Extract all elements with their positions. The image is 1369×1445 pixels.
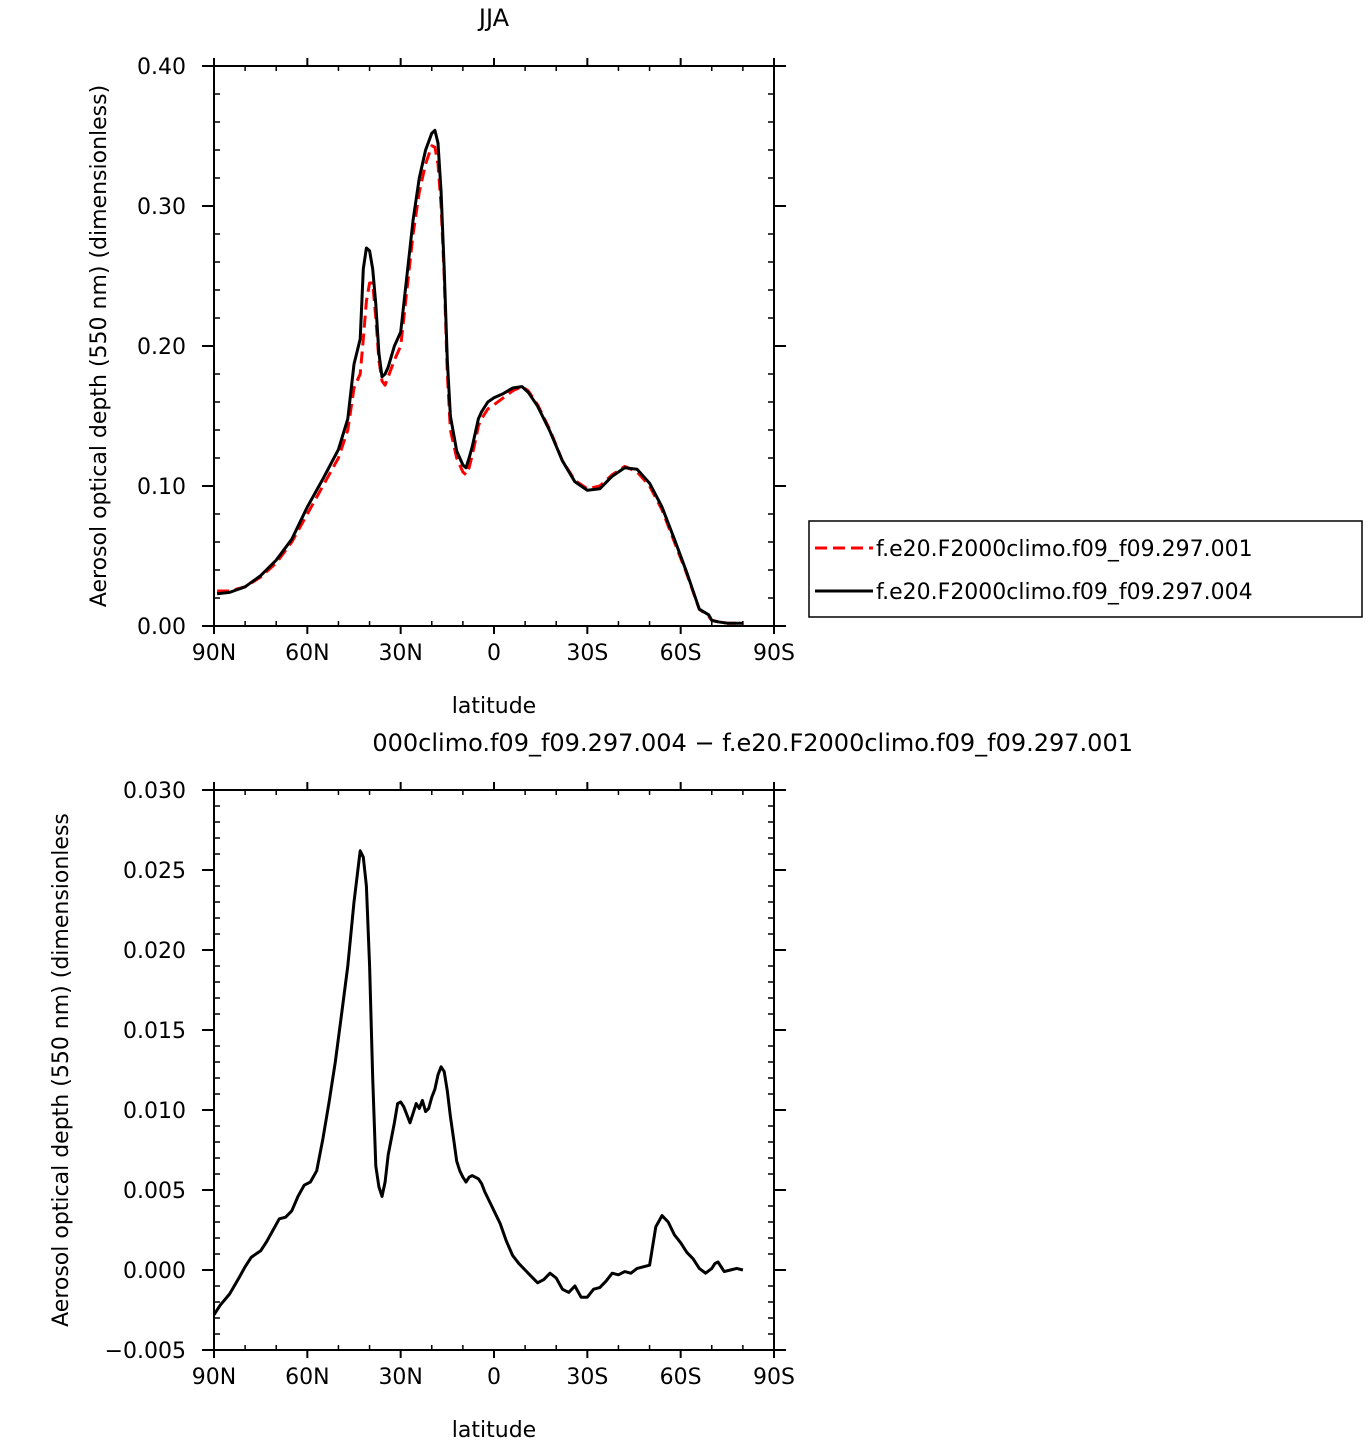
legend-box [808, 520, 1363, 618]
y-tick-label: 0.10 [137, 475, 186, 500]
x-tick-label: 30N [378, 641, 422, 666]
y-tick-label: 0.40 [137, 55, 186, 80]
y-tick-label: 0.30 [137, 195, 186, 220]
x-tick-label: 60S [660, 641, 702, 666]
bottom-chart-title: 000climo.f09_f09.297.004 − f.e20.F2000cl… [372, 729, 1133, 757]
y-tick-label: −0.005 [105, 1339, 186, 1364]
top-plot-frame [213, 65, 775, 627]
x-tick-label: 30N [378, 1365, 422, 1390]
y-tick-label: 0.010 [123, 1099, 186, 1124]
bottom-axis-ticks: 90N 60N 30N 0 30S 60S 90S −0.005 0.000 0.005 0.010… [105, 779, 795, 1390]
y-tick-label: 0.020 [123, 939, 186, 964]
series-line-0-1 [216, 128, 743, 625]
y-tick-label: 0.030 [123, 779, 186, 804]
x-tick-label: 0 [487, 641, 501, 666]
top-axis-ticks: 90N 60N 30N 0 30S 60S 90S 0.00 0.10 0.20 0.30 0.40 [137, 55, 795, 666]
legend: f.e20.F2000climo.f09_f09.297.001 f.e20.F… [808, 520, 1363, 618]
bottom-panel: 000climo.f09_f09.297.004 − f.e20.F2000cl… [49, 729, 1133, 1443]
legend-label-004: f.e20.F2000climo.f09_f09.297.004 [876, 580, 1253, 605]
legend-label-001: f.e20.F2000climo.f09_f09.297.001 [876, 537, 1253, 562]
bottom-y-axis-title: Aerosol optical depth (550 nm) (dimensio… [49, 813, 74, 1327]
x-tick-label: 90N [192, 641, 236, 666]
top-series-lines [216, 128, 743, 625]
x-tick-label: 30S [566, 1365, 608, 1390]
bottom-x-axis-title: latitude [452, 1418, 536, 1443]
x-tick-label: 60N [285, 641, 329, 666]
x-tick-label: 90N [192, 1365, 236, 1390]
top-chart-title: JJA [477, 4, 510, 32]
y-tick-label: 0.025 [123, 859, 186, 884]
series-line-1-0 [212, 849, 744, 1316]
top-panel: JJA Aerosol optical depth (550 nm) (dime… [87, 4, 795, 719]
x-tick-label: 60S [660, 1365, 702, 1390]
top-y-axis-title: Aerosol optical depth (550 nm) (dimensio… [87, 85, 112, 607]
x-tick-label: 60N [285, 1365, 329, 1390]
y-tick-label: 0.005 [123, 1179, 186, 1204]
x-tick-label: 0 [487, 1365, 501, 1390]
bottom-plot-frame [213, 789, 775, 1351]
top-x-axis-title: latitude [452, 694, 536, 719]
y-tick-label: 0.000 [123, 1259, 186, 1284]
x-tick-label: 30S [566, 641, 608, 666]
series-line-0-0 [217, 144, 743, 625]
x-tick-label: 90S [753, 641, 795, 666]
x-tick-label: 90S [753, 1365, 795, 1390]
y-tick-label: 0.015 [123, 1019, 186, 1044]
bottom-series-lines [212, 849, 744, 1316]
y-tick-label: 0.20 [137, 335, 186, 360]
y-tick-label: 0.00 [137, 615, 186, 640]
